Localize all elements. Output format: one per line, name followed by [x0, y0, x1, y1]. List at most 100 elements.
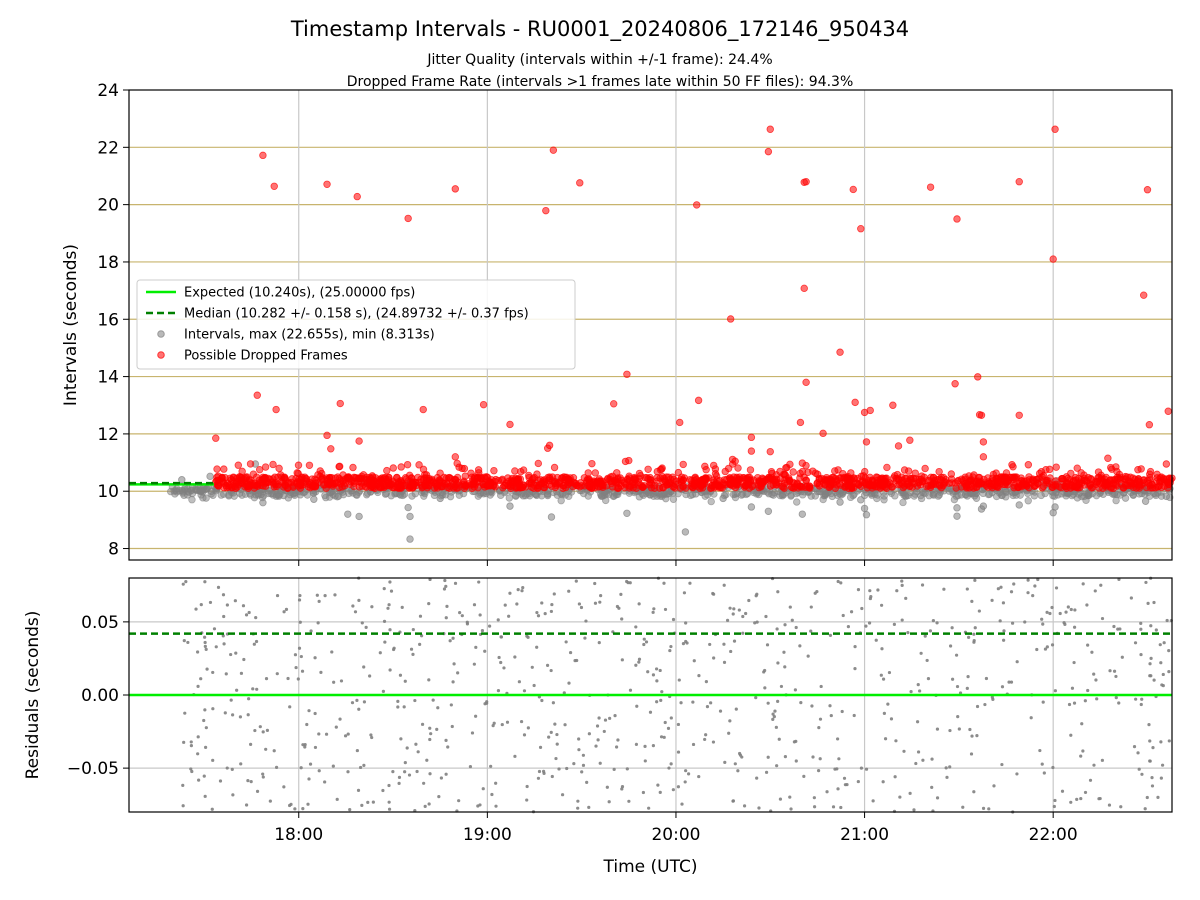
- residual-point: [987, 807, 991, 811]
- interval-point: [310, 495, 318, 503]
- residual-point: [669, 762, 673, 766]
- residual-point: [225, 766, 229, 770]
- top-ytick-label: 12: [97, 425, 119, 445]
- dropped-frame-point: [862, 438, 871, 446]
- residual-point: [234, 651, 238, 655]
- dropped-frame-point: [318, 474, 327, 482]
- dropped-frame-point: [591, 469, 600, 477]
- residual-point: [264, 747, 268, 751]
- residual-point: [747, 598, 751, 603]
- residual-point: [543, 612, 547, 616]
- residual-point: [1152, 600, 1156, 605]
- residual-point: [789, 807, 793, 811]
- interval-point: [196, 487, 205, 495]
- dropped-frame-point: [639, 483, 647, 491]
- residual-point: [602, 729, 606, 734]
- residual-point: [755, 776, 759, 780]
- residual-point: [525, 798, 529, 802]
- residual-point: [892, 622, 896, 626]
- residual-point: [930, 757, 934, 761]
- residual-point: [775, 627, 779, 631]
- residual-point: [252, 642, 256, 646]
- residual-point: [391, 647, 396, 652]
- residual-point: [1120, 655, 1124, 659]
- dropped-frame-point: [1097, 471, 1105, 479]
- residual-point: [348, 808, 352, 812]
- residual-point: [1100, 758, 1104, 762]
- residual-point: [620, 658, 624, 662]
- dropped-frame-point: [1140, 479, 1148, 487]
- residual-point: [353, 610, 358, 614]
- residual-point: [537, 769, 542, 774]
- residual-point: [867, 621, 872, 625]
- residual-point: [655, 679, 659, 683]
- residual-point: [882, 711, 886, 715]
- residual-point: [966, 674, 970, 679]
- residual-point: [771, 717, 775, 721]
- residual-point: [703, 737, 707, 742]
- residual-point: [593, 601, 598, 605]
- residual-point: [711, 740, 716, 744]
- residual-point: [651, 744, 655, 748]
- dropped-frame-point: [1051, 125, 1059, 133]
- residual-point: [196, 684, 200, 688]
- residual-point: [1026, 591, 1030, 595]
- residual-point: [587, 732, 591, 736]
- residual-point: [182, 639, 186, 643]
- dropped-frame-point: [255, 465, 264, 474]
- residual-point: [396, 705, 400, 709]
- residual-point: [790, 618, 794, 622]
- dropped-frame-point: [530, 481, 538, 489]
- residual-point: [593, 581, 597, 586]
- residual-point: [704, 680, 708, 684]
- residual-point: [481, 787, 485, 791]
- residual-point: [519, 719, 524, 724]
- residual-point: [480, 629, 485, 633]
- residual-point: [428, 737, 432, 742]
- dropped-frame-point: [1051, 477, 1060, 485]
- residual-point: [916, 683, 920, 687]
- residual-point: [507, 614, 511, 618]
- residual-point: [580, 770, 584, 774]
- interval-point: [544, 491, 552, 500]
- dropped-frame-point: [221, 473, 229, 482]
- residual-point: [261, 775, 265, 779]
- residual-point: [1151, 746, 1155, 750]
- residual-point: [1133, 641, 1138, 645]
- residual-point: [388, 628, 392, 632]
- residual-point: [887, 670, 892, 675]
- residual-point: [540, 698, 544, 703]
- residual-point: [444, 616, 448, 620]
- dropped-frame-point: [336, 399, 344, 408]
- dropped-frame-point: [1159, 475, 1168, 484]
- dropped-frame-point: [979, 438, 988, 446]
- residual-point: [1010, 621, 1015, 625]
- residual-point: [839, 805, 843, 810]
- dropped-frame-point: [693, 201, 701, 209]
- interval-point: [230, 492, 238, 500]
- dropped-frame-point: [967, 477, 975, 485]
- residual-point: [371, 800, 375, 804]
- residual-point: [1092, 672, 1096, 676]
- dropped-frame-point: [1154, 482, 1163, 491]
- interval-point: [553, 491, 562, 499]
- dropped-frame-point: [246, 460, 255, 468]
- dropped-frame-point: [798, 459, 807, 467]
- residual-point: [405, 746, 409, 750]
- residual-point: [388, 580, 392, 584]
- dropped-frame-point: [755, 477, 763, 485]
- interval-point: [279, 491, 288, 500]
- residual-point: [1165, 618, 1169, 623]
- interval-point: [420, 492, 428, 500]
- residual-point: [402, 705, 406, 709]
- interval-point: [787, 491, 795, 499]
- residual-point: [876, 588, 880, 592]
- residual-point: [744, 611, 748, 616]
- residual-point: [403, 770, 407, 774]
- dropped-frame-point: [696, 479, 704, 487]
- residual-point: [965, 686, 969, 690]
- residual-point: [362, 763, 366, 767]
- residual-point: [382, 619, 387, 623]
- dropped-frame-point: [1087, 475, 1095, 484]
- residual-point: [313, 656, 317, 660]
